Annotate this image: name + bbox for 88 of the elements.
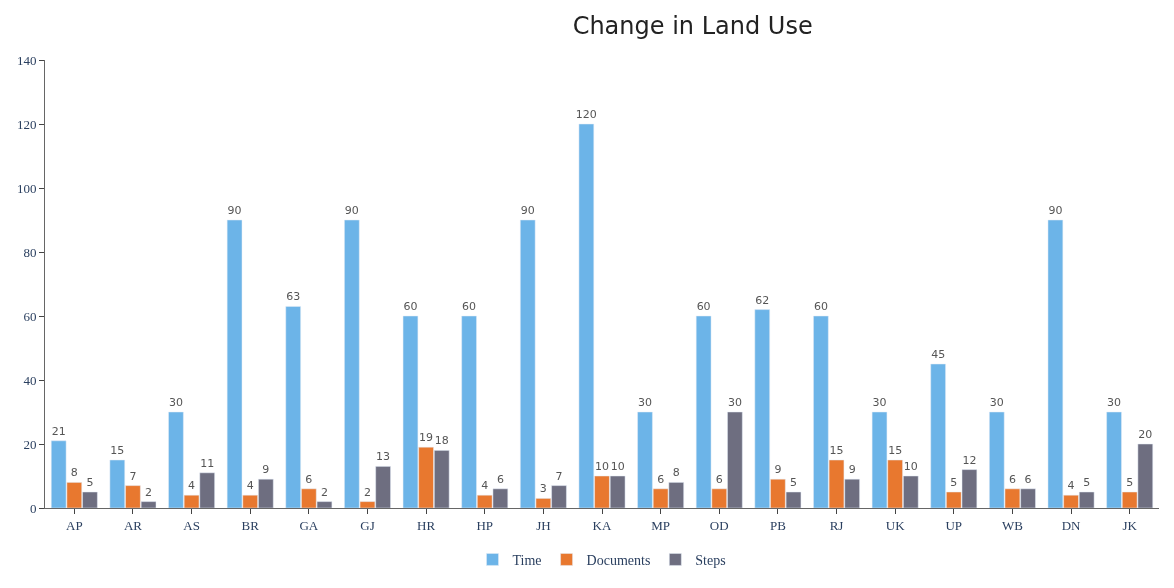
data-label: 6: [496, 472, 504, 486]
data-label: 63: [286, 290, 301, 304]
x-tick-label: OD: [709, 517, 729, 533]
x-tick-label: RJ: [829, 517, 844, 533]
data-label: 6: [715, 472, 723, 486]
data-label: 7: [555, 469, 563, 483]
data-label: 15: [829, 444, 844, 457]
x-tick-label: UP: [945, 517, 963, 533]
data-label: 5: [1083, 476, 1091, 489]
data-label: 21: [51, 424, 66, 438]
data-label: 19: [419, 431, 434, 445]
legend-label: Time: [512, 552, 542, 568]
data-label: 12: [962, 453, 977, 467]
data-label: 90: [344, 204, 359, 217]
data-label: 8: [70, 466, 78, 480]
data-label: 2: [363, 485, 371, 499]
x-tick-label: AR: [123, 517, 143, 533]
data-label: 30: [872, 396, 887, 409]
data-label: 9: [774, 463, 782, 477]
x-tick-label: HR: [417, 517, 436, 533]
chart-title: Change in Land Use: [572, 12, 813, 41]
x-tick-label: GJ: [360, 517, 375, 533]
data-label: 4: [188, 479, 196, 493]
data-label: 30: [727, 396, 742, 409]
y-tick-label: 60: [23, 308, 37, 324]
data-label: 9: [262, 463, 270, 477]
data-label: 45: [931, 348, 946, 361]
data-label: 10: [595, 460, 609, 473]
data-label: 60: [403, 300, 418, 313]
data-label: 30: [168, 396, 183, 409]
data-label: 15: [888, 444, 903, 457]
x-tick-label: HP: [476, 517, 494, 533]
x-tick-label: DN: [1061, 517, 1082, 533]
data-label: 3: [539, 482, 547, 496]
data-label: 18: [434, 434, 449, 448]
data-label: 9: [848, 463, 856, 477]
data-label: 2: [320, 485, 328, 499]
data-label: 6: [1008, 472, 1016, 486]
x-tick-label: PB: [769, 517, 787, 533]
legend-label: Documents: [586, 552, 651, 568]
data-label: 4: [246, 479, 254, 493]
data-label: 11: [200, 456, 215, 470]
data-label: 15: [110, 444, 125, 457]
data-label: 90: [1048, 204, 1063, 217]
y-tick-label: 80: [23, 244, 37, 260]
y-tick-label: 140: [16, 52, 37, 68]
y-tick-label: 120: [16, 116, 37, 132]
y-tick-label: 0: [29, 500, 37, 516]
y-tick-label: 40: [23, 372, 37, 388]
data-label: 6: [1024, 472, 1032, 486]
data-label: 10: [903, 460, 918, 473]
data-label: 5: [950, 476, 958, 489]
data-label: 5: [86, 476, 94, 489]
y-tick-label: 100: [16, 180, 37, 196]
data-label: 90: [520, 204, 535, 217]
data-label: 120: [575, 108, 597, 121]
y-tick-label: 20: [23, 436, 37, 452]
data-label: 30: [989, 396, 1004, 409]
x-tick-label: AP: [66, 517, 83, 533]
data-label: 20: [1138, 428, 1153, 441]
data-label: 10: [610, 460, 625, 473]
x-tick-label: WB: [1001, 517, 1024, 533]
x-tick-label: BR: [241, 517, 260, 533]
data-label: 6: [305, 472, 313, 486]
data-label: 2: [145, 485, 153, 499]
data-label: 5: [1126, 476, 1134, 489]
data-label: 30: [1107, 396, 1122, 409]
data-label: 62: [755, 293, 770, 307]
data-label: 60: [462, 300, 477, 313]
x-tick-label: GA: [299, 517, 319, 533]
x-tick-label: KA: [592, 517, 612, 533]
data-label: 7: [129, 469, 137, 483]
x-tick-label: JH: [536, 517, 551, 533]
data-label: 6: [657, 472, 665, 486]
x-tick-label: AS: [183, 517, 200, 533]
data-label: 90: [227, 204, 242, 217]
x-tick-label: MP: [651, 517, 671, 533]
data-label: 13: [376, 450, 391, 464]
x-tick-label: UK: [885, 517, 906, 533]
data-label: 60: [813, 300, 828, 313]
data-label: 5: [790, 476, 798, 489]
data-label: 60: [696, 300, 711, 313]
data-label: 30: [637, 396, 652, 409]
data-label: 4: [1067, 479, 1075, 493]
legend-label: Steps: [695, 552, 726, 568]
data-label: 4: [481, 479, 489, 493]
x-tick-label: JK: [1122, 517, 1138, 533]
data-label: 8: [672, 466, 680, 480]
